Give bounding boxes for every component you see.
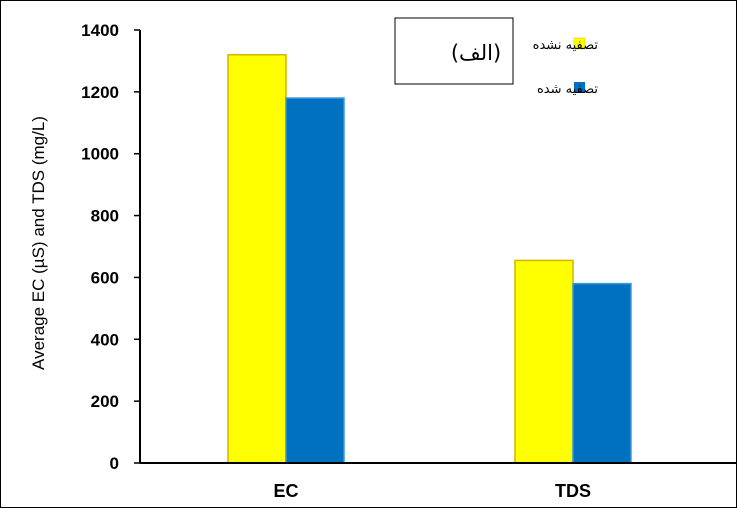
bar-ec-series-1 xyxy=(285,97,345,464)
y-tick-label: 1000 xyxy=(81,145,119,164)
panel-label: (الف) xyxy=(451,41,501,65)
legend-label-untreated: تصفیه نشده xyxy=(533,38,599,53)
y-tick-label: 1400 xyxy=(81,21,119,40)
legend-label-treated: تصفیه شده xyxy=(537,82,598,97)
y-tick-label: 400 xyxy=(91,330,119,349)
bar-tds-series-1 xyxy=(572,282,632,464)
bar-ec-series-0 xyxy=(227,53,287,464)
legend-swatch-untreated xyxy=(573,37,586,50)
y-tick-label: 0 xyxy=(110,454,119,473)
y-axis-ticks: 0 200 400 600 800 1000 1200 1400 xyxy=(81,21,140,473)
panel-label-box xyxy=(394,17,514,85)
legend: تصفیه نشده تصفیه شده xyxy=(533,37,599,97)
x-category-label: EC xyxy=(273,481,298,501)
y-tick-label: 200 xyxy=(91,392,119,411)
x-category-label: TDS xyxy=(555,481,591,501)
legend-swatch-treated xyxy=(574,82,585,93)
x-axis-labels: EC TDS xyxy=(273,481,591,501)
y-tick-label: 800 xyxy=(91,207,119,226)
y-axis-label: Average EC (µS) and TDS (mg/L) xyxy=(29,116,48,370)
y-tick-label: 600 xyxy=(91,268,119,287)
y-tick-label: 1200 xyxy=(81,83,119,102)
bar-group xyxy=(227,53,632,464)
bar-tds-series-0 xyxy=(514,259,574,464)
